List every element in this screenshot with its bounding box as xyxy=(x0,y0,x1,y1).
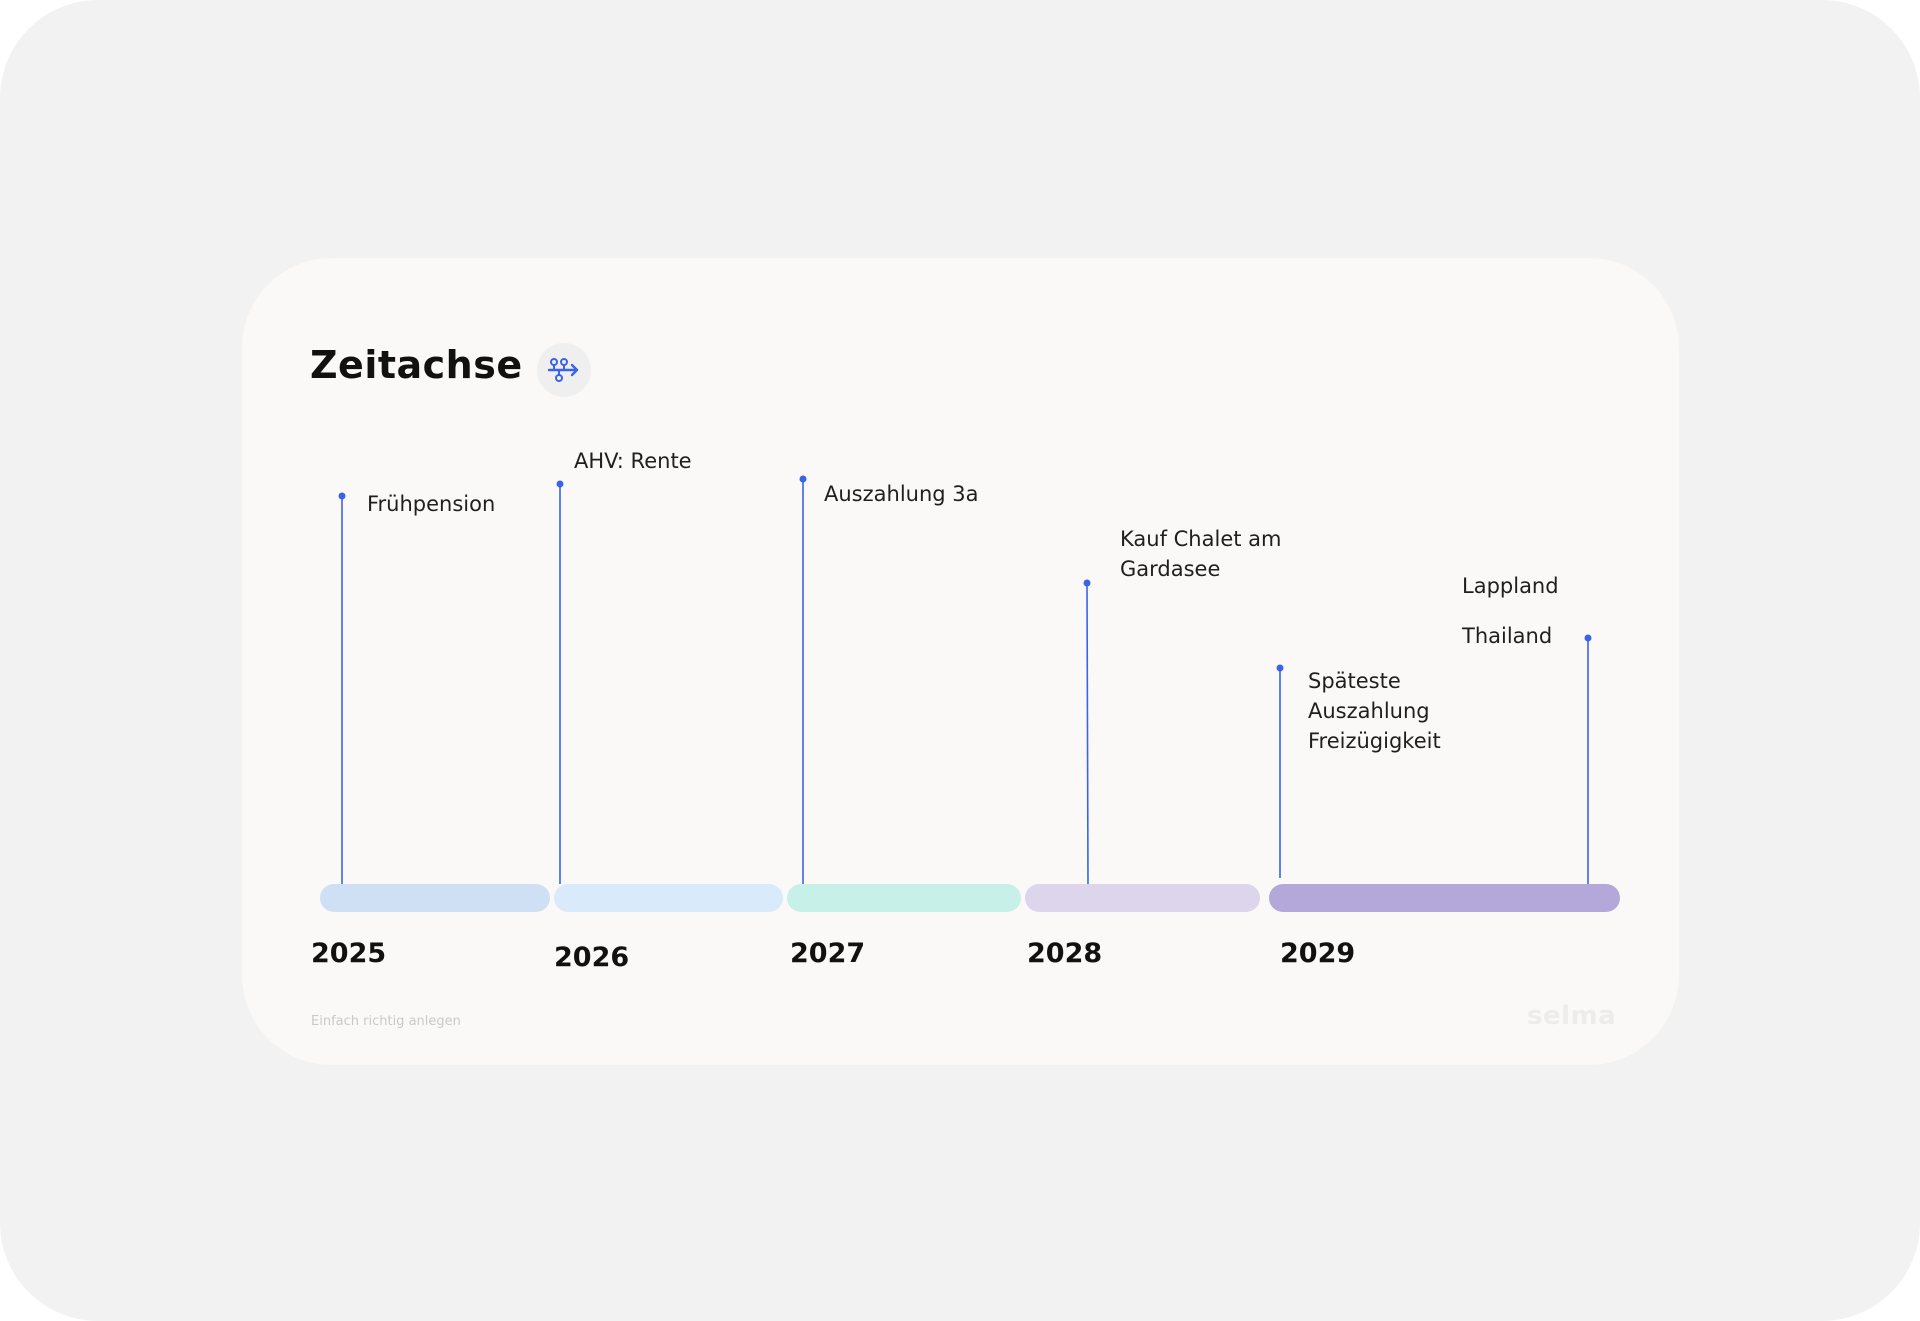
year-label-2029: 2029 xyxy=(1280,938,1356,969)
marker-thailand xyxy=(1584,634,1592,884)
year-label-2027: 2027 xyxy=(790,938,866,969)
band-2027 xyxy=(787,884,1021,912)
footer-tagline: Einfach richtig anlegen xyxy=(311,1014,461,1029)
event-label-spaeteste-auszahlung: Späteste Auszahlung Freizügigkeit xyxy=(1308,669,1441,753)
year-label-2025: 2025 xyxy=(311,938,387,969)
event-label-thailand: Thailand xyxy=(1462,624,1553,648)
timeline-card xyxy=(242,258,1679,1065)
event-label-ahv-rente: AHV: Rente xyxy=(574,449,692,473)
event-label-lappland: Lappland xyxy=(1462,574,1559,598)
flow-arrow-icon-glyph xyxy=(547,358,579,382)
year-label-2026: 2026 xyxy=(554,942,630,973)
brand-logo: selma xyxy=(1527,1001,1617,1031)
event-label-fruehpension: Frühpension xyxy=(367,492,496,516)
marker-spaeteste-auszahlung xyxy=(1276,664,1284,878)
marker-fruehpension xyxy=(338,492,346,884)
year-label-2028: 2028 xyxy=(1027,938,1103,969)
marker-auszahlung-3a xyxy=(799,475,807,884)
band-2026 xyxy=(554,884,783,912)
event-label-auszahlung-3a: Auszahlung 3a xyxy=(824,482,979,506)
page-title: Zeitachse xyxy=(310,343,523,387)
band-2029 xyxy=(1269,884,1620,912)
marker-kauf-chalet xyxy=(1083,579,1091,885)
flow-arrow-icon[interactable] xyxy=(537,343,591,397)
event-label-kauf-chalet: Kauf Chalet am Gardasee xyxy=(1120,527,1282,581)
band-2028 xyxy=(1025,884,1260,912)
marker-ahv-rente xyxy=(556,480,564,884)
band-2025 xyxy=(320,884,550,912)
